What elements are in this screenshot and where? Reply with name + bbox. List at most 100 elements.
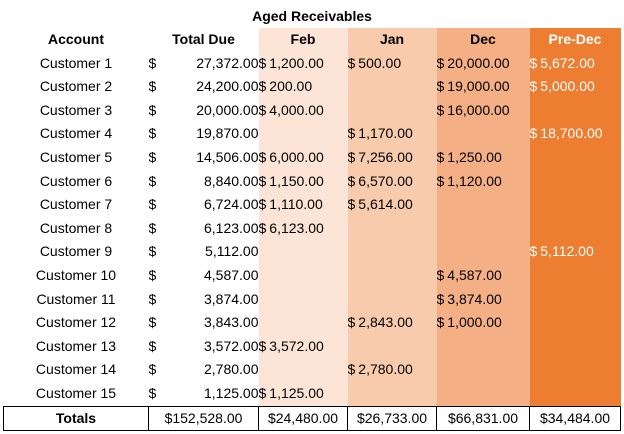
total-due-cell: $6,123.00	[149, 217, 259, 241]
account-cell: Customer 10	[35, 266, 117, 283]
pre-dec-cell	[529, 193, 621, 217]
jan-cell: $2,780.00	[347, 358, 437, 382]
feb-cell	[258, 358, 348, 382]
feb-cell: $6,123.00	[258, 216, 348, 241]
dec-cell	[436, 240, 530, 264]
total-due-cell: $3,572.00	[149, 335, 259, 359]
total-due-amount: 3,843.00	[204, 314, 259, 331]
currency-symbol: $	[529, 78, 538, 95]
pre-dec-amount: 5,000.00	[540, 78, 595, 95]
dec-cell: $19,000.00	[436, 75, 530, 99]
currency-symbol: $	[347, 125, 356, 142]
feb-amount: 3,572.00	[269, 337, 324, 354]
currency-symbol: $	[258, 172, 267, 189]
pre-dec-cell: $5,000.00	[529, 75, 621, 99]
feb-cell: $1,125.00	[258, 381, 348, 406]
total-due-cell: $6,724.00	[149, 193, 259, 217]
feb-cell: $200.00	[258, 75, 348, 99]
jan-amount: 5,614.00	[358, 196, 413, 213]
account-cell: Customer 11	[36, 290, 116, 307]
jan-cell	[347, 98, 437, 123]
total-due-cell: $3,843.00	[149, 311, 259, 335]
currency-symbol: $	[529, 54, 538, 71]
account-cell: Customer 2	[39, 78, 113, 95]
feb-amount: 1,125.00	[269, 384, 324, 401]
jan-cell	[347, 381, 437, 406]
currency-symbol: $	[148, 125, 157, 142]
jan-cell	[347, 216, 437, 241]
table-row: Customer 15 $1,125.00 $1,125.00	[4, 381, 621, 406]
currency-symbol: $	[436, 78, 445, 95]
table-row: Customer 5 $14,506.00 $6,000.00 $7,256.00 $1…	[4, 145, 621, 170]
total-due-cell: $14,506.00	[149, 146, 259, 170]
account-cell: Customer 3	[39, 101, 113, 118]
feb-amount: 1,150.00	[269, 172, 324, 189]
total-due-cell: $5,112.00	[149, 240, 259, 264]
dec-cell: $1,120.00	[436, 169, 530, 194]
dec-cell	[436, 358, 530, 382]
total-due-cell: $20,000.00	[149, 99, 259, 123]
aged-receivables-table: Account Total Due Feb Jan Dec Pre-Dec Cu…	[3, 28, 621, 432]
table-row: Customer 4 $19,870.00 $1,170.00 $18,700.00	[4, 122, 621, 146]
pre-dec-cell	[529, 216, 621, 241]
currency-symbol: $	[436, 266, 445, 283]
currency-symbol: $	[258, 54, 267, 71]
dec-amount: 3,874.00	[447, 290, 502, 307]
pre-dec-amount: 5,672.00	[540, 54, 595, 71]
currency-symbol: $	[148, 148, 157, 165]
dec-cell: $1,000.00	[436, 311, 530, 335]
total-due-amount: 1,125.00	[204, 384, 259, 401]
jan-cell	[347, 334, 437, 359]
total-due-amount: 19,870.00	[196, 125, 259, 142]
totals-total-due: $152,528.00	[148, 405, 259, 432]
table-row: Customer 13 $3,572.00 $3,572.00	[4, 334, 621, 359]
dec-amount: 19,000.00	[447, 78, 510, 95]
total-due-amount: 5,112.00	[205, 243, 259, 260]
dec-cell	[436, 334, 530, 359]
feb-cell	[258, 287, 348, 312]
currency-symbol: $	[347, 314, 356, 331]
dec-amount: 1,120.00	[447, 172, 502, 189]
currency-symbol: $	[436, 101, 445, 118]
jan-cell: $1,170.00	[347, 122, 437, 146]
feb-amount: 1,110.00	[269, 196, 323, 213]
total-due-amount: 4,587.00	[204, 266, 259, 283]
dec-cell	[436, 193, 530, 217]
table-row: Customer 8 $6,123.00 $6,123.00	[4, 216, 621, 241]
total-due-cell: $4,587.00	[149, 264, 259, 288]
pre-dec-cell: $5,112.00	[529, 240, 621, 264]
jan-cell	[347, 240, 437, 264]
jan-amount: 1,170.00	[358, 125, 413, 142]
total-due-amount: 6,724.00	[204, 196, 259, 213]
feb-amount: 1,200.00	[269, 54, 324, 71]
currency-symbol: $	[347, 361, 356, 378]
pre-dec-cell	[529, 169, 621, 194]
currency-symbol: $	[148, 196, 157, 213]
pre-dec-cell: $5,672.00	[529, 51, 621, 76]
pre-dec-cell	[529, 381, 621, 406]
account-cell: Customer 8	[39, 219, 113, 236]
jan-cell	[347, 263, 437, 288]
dec-cell: $3,874.00	[436, 287, 530, 312]
account-cell: Customer 9	[39, 243, 113, 260]
jan-cell	[347, 75, 437, 99]
currency-symbol: $	[148, 219, 157, 236]
totals-row: Totals $152,528.00 $24,480.00 $26,733.00…	[3, 405, 621, 432]
currency-symbol: $	[347, 172, 356, 189]
jan-cell: $500.00	[347, 51, 437, 76]
dec-cell: $4,587.00	[436, 263, 530, 288]
table-row: Customer 3 $20,000.00 $4,000.00 $16,000.00	[4, 98, 621, 123]
total-due-amount: 6,123.00	[204, 219, 259, 236]
currency-symbol: $	[148, 54, 157, 71]
pre-dec-cell	[529, 145, 621, 170]
table-row: Customer 1 $27,372.00 $1,200.00 $500.00 $20,…	[4, 51, 621, 76]
total-due-amount: 24,200.00	[196, 78, 259, 95]
pre-dec-amount: 18,700.00	[540, 125, 603, 142]
currency-symbol: $	[258, 219, 267, 236]
feb-cell: $4,000.00	[258, 98, 348, 123]
currency-symbol: $	[258, 384, 267, 401]
dec-amount: 4,587.00	[447, 266, 502, 283]
currency-symbol: $	[148, 78, 157, 95]
currency-symbol: $	[258, 78, 267, 95]
currency-symbol: $	[148, 361, 157, 378]
